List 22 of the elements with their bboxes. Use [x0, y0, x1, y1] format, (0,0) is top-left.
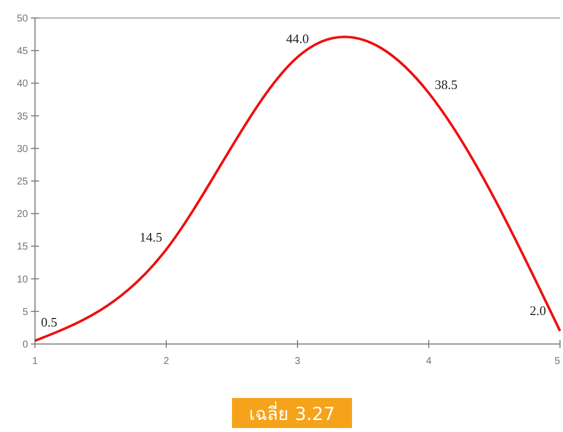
y-tick-label: 20	[16, 209, 28, 220]
text: 2.0	[530, 302, 546, 318]
text: 38.5	[434, 76, 458, 92]
y-tick-label: 10	[16, 274, 28, 286]
text: 14.5	[140, 229, 162, 244]
x-tick-label: 2	[163, 356, 170, 367]
y-tick-label: 50	[16, 14, 28, 24]
text: 0.5	[41, 314, 58, 330]
y-tick-label: 5	[22, 306, 28, 318]
x-tick-label: 5	[554, 356, 560, 367]
y-tick-label: 30	[16, 144, 28, 155]
text: 44.0	[286, 31, 309, 46]
text: เฉลี่ย 3.27	[249, 401, 335, 425]
x-tick-label: 1	[32, 356, 38, 367]
y-tick-label: 15	[16, 242, 28, 253]
y-tick-label: 40	[16, 78, 28, 90]
y-tick-label: 45	[16, 46, 28, 58]
x-tick-label: 4	[426, 356, 432, 367]
y-tick-label: 35	[16, 111, 28, 122]
y-tick-label: 25	[16, 176, 28, 188]
y-tick-label: 0	[22, 340, 28, 350]
x-tick-label: 3	[294, 356, 301, 367]
